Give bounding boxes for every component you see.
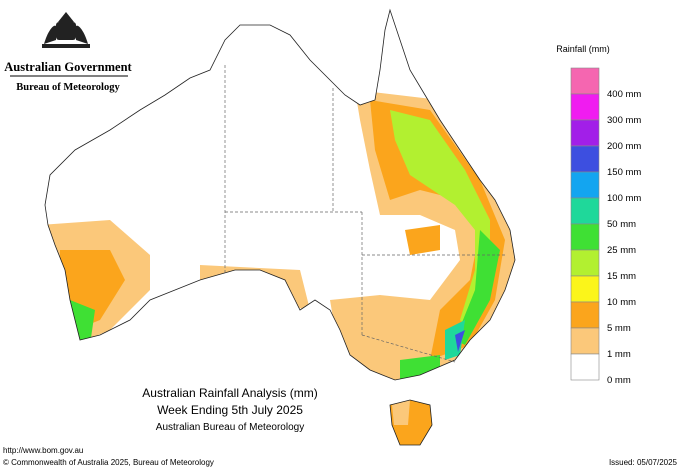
- legend-swatch: [570, 353, 600, 381]
- legend-label: 50 mm: [607, 219, 636, 230]
- legend-label: 100 mm: [607, 193, 641, 204]
- legend-label: 400 mm: [607, 89, 641, 100]
- state-borders: [224, 65, 505, 363]
- legend-label: 15 mm: [607, 271, 636, 282]
- government-name: Australian Government: [4, 60, 132, 74]
- map-title: Australian Rainfall Analysis (mm): [142, 386, 317, 400]
- legend-swatch: [570, 223, 600, 251]
- legend-label: 0 mm: [607, 375, 631, 386]
- legend-label: 200 mm: [607, 141, 641, 152]
- footer-issued: Issued: 05/07/2025: [609, 458, 678, 467]
- legend-label: 25 mm: [607, 245, 636, 256]
- legend: 400 mm 300 mm 200 mm 150 mm 100 mm 50 mm 25 mm…: [570, 67, 641, 386]
- map-subtitle: Week Ending 5th July 2025: [157, 403, 303, 417]
- legend-title: Rainfall (mm): [556, 44, 610, 54]
- legend-label: 150 mm: [607, 167, 641, 178]
- footer-url: http://www.bom.gov.au: [3, 446, 83, 455]
- map-source: Australian Bureau of Meteorology: [156, 422, 304, 433]
- legend-label: 1 mm: [607, 349, 631, 360]
- legend-swatch: [570, 119, 600, 147]
- legend-swatch: [570, 67, 600, 95]
- legend-swatch: [570, 171, 600, 199]
- legend-label: 5 mm: [607, 323, 631, 334]
- footer-copyright: © Commonwealth of Australia 2025, Bureau…: [3, 458, 214, 467]
- legend-label: 10 mm: [607, 297, 636, 308]
- legend-swatch: [570, 249, 600, 277]
- crest: [42, 12, 90, 48]
- legend-swatch: [570, 145, 600, 173]
- legend-swatch: [570, 275, 600, 303]
- legend-swatch: [570, 327, 600, 355]
- coastline: [44, 8, 516, 446]
- agency-name: Bureau of Meteorology: [16, 82, 120, 93]
- legend-label: 300 mm: [607, 115, 641, 126]
- legend-swatch: [570, 301, 600, 329]
- legend-swatch: [570, 197, 600, 225]
- legend-swatch: [570, 93, 600, 121]
